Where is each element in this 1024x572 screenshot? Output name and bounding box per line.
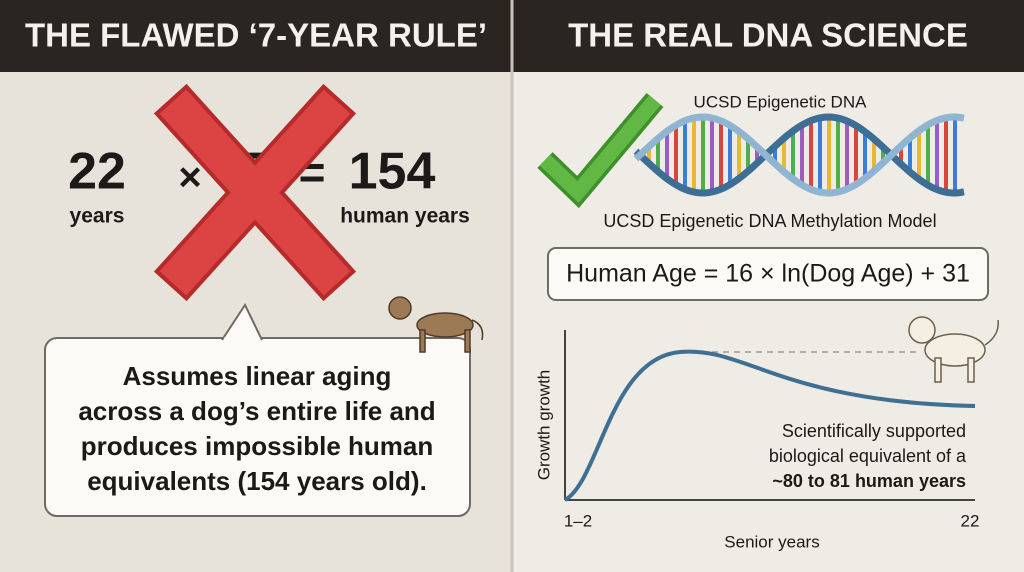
checkmark bbox=[539, 95, 661, 204]
callout-line: equivalents (154 years old). bbox=[87, 466, 427, 496]
dna-part bbox=[633, 113, 965, 197]
note-line: Scientifically supported bbox=[782, 421, 966, 441]
dog-years: 22 bbox=[68, 143, 126, 201]
right-title: THE REAL DNA SCIENCE bbox=[568, 17, 968, 54]
formula: Human Age = 16 × ln(Dog Age) + 31 bbox=[566, 260, 970, 288]
model-name: UCSD Epigenetic DNA Methylation Model bbox=[603, 211, 936, 231]
growth-curve bbox=[563, 349, 976, 502]
left-title: THE FLAWED ‘7-YEAR RULE’ bbox=[25, 17, 487, 54]
callout bbox=[44, 302, 471, 517]
x-start-label: 1–2 bbox=[564, 511, 592, 530]
dog-icon bbox=[908, 316, 999, 383]
callout-line: produces impossible human bbox=[81, 431, 434, 461]
note-line: biological equivalent of a bbox=[769, 446, 967, 466]
dog-icon bbox=[388, 296, 484, 353]
dog-years-unit: years bbox=[70, 205, 125, 228]
x-end-label: 22 bbox=[961, 511, 980, 530]
result: 154 bbox=[349, 143, 436, 201]
red-x bbox=[153, 83, 357, 302]
note-line: ~80 to 81 human years bbox=[772, 471, 966, 491]
dna-helix bbox=[633, 113, 965, 197]
callout-line: across a dog’s entire life and bbox=[78, 396, 435, 426]
formula-box bbox=[547, 247, 989, 301]
dna-label: UCSD Epigenetic DNA bbox=[694, 92, 868, 111]
times: × bbox=[178, 156, 201, 200]
result-unit: human years bbox=[340, 205, 470, 228]
dna-part bbox=[633, 113, 965, 197]
x-axis-label: Senior years bbox=[724, 532, 819, 551]
callout-line: Assumes linear aging bbox=[123, 361, 392, 391]
y-axis-label: Growth growth bbox=[534, 370, 553, 481]
